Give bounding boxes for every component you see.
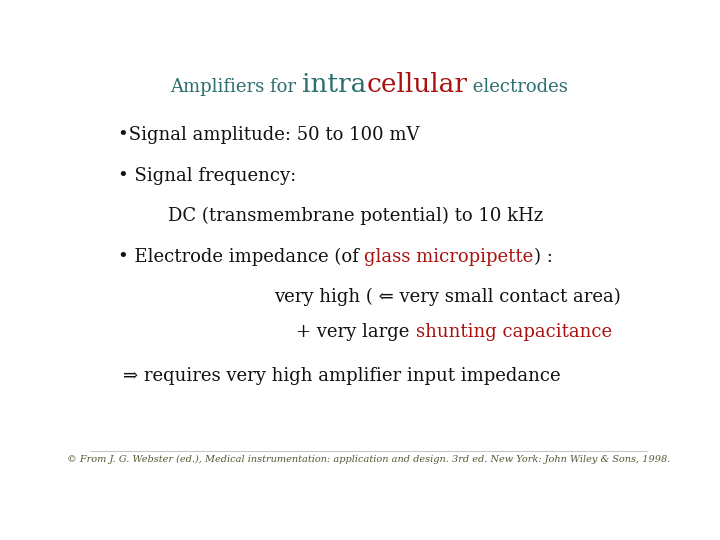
Text: • Signal frequency:: • Signal frequency: (118, 167, 296, 185)
Text: glass micropipette: glass micropipette (364, 248, 534, 266)
Text: •Signal amplitude: 50 to 100 mV: •Signal amplitude: 50 to 100 mV (118, 126, 419, 144)
Text: ⇒ requires very high amplifier input impedance: ⇒ requires very high amplifier input imp… (124, 367, 561, 385)
Text: ) :: ) : (534, 248, 552, 266)
Text: shunting capacitance: shunting capacitance (415, 323, 612, 341)
Text: intra: intra (302, 72, 366, 97)
Text: very high ( ⇐ very small contact area): very high ( ⇐ very small contact area) (274, 288, 621, 306)
Text: © From J. G. Webster (ed.), Medical instrumentation: application and design. 3rd: © From J. G. Webster (ed.), Medical inst… (67, 455, 671, 463)
Text: electrodes: electrodes (467, 78, 568, 96)
Text: • Electrode impedance (of: • Electrode impedance (of (118, 248, 364, 266)
Text: DC (transmembrane potential) to 10 kHz: DC (transmembrane potential) to 10 kHz (168, 206, 544, 225)
Text: cellular: cellular (366, 72, 467, 97)
Text: + very large: + very large (297, 323, 415, 341)
Text: Amplifiers for: Amplifiers for (170, 78, 302, 96)
